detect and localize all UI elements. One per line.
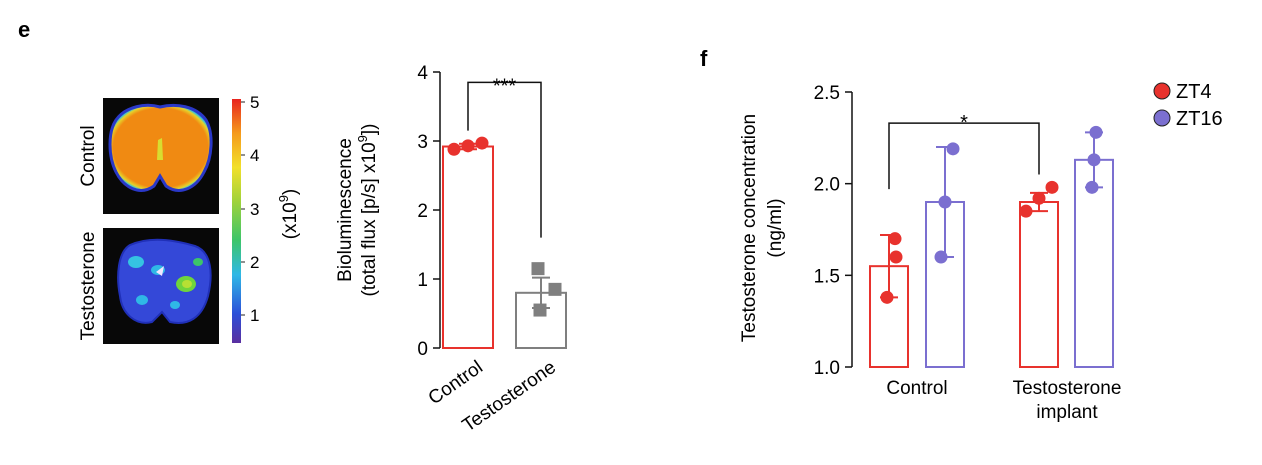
legend-label: ZT16 bbox=[1176, 108, 1223, 130]
y-tick-label: 1.0 bbox=[814, 358, 840, 379]
control-image-label: Control bbox=[78, 125, 99, 186]
data-point bbox=[946, 142, 960, 156]
data-point bbox=[934, 250, 948, 264]
testosterone-image-label: Testosterone bbox=[78, 232, 99, 341]
y-tick-label: 2.0 bbox=[814, 175, 840, 196]
colorbar-tick-4: 4 bbox=[250, 146, 259, 165]
colorbar-tick-2: 2 bbox=[250, 253, 259, 272]
data-point bbox=[889, 250, 903, 264]
y-tick-label: 2.5 bbox=[814, 83, 840, 104]
data-point bbox=[888, 232, 902, 246]
y-axis-label-units: (total flux [p/s] x109]) bbox=[355, 123, 380, 296]
significance-star: * bbox=[960, 112, 968, 134]
colorbar-tick-1: 1 bbox=[250, 306, 259, 325]
data-point bbox=[938, 195, 952, 209]
data-point bbox=[447, 142, 461, 156]
data-point bbox=[461, 139, 475, 153]
y-tick-label: 4 bbox=[417, 63, 428, 84]
y-axis-label-units: (ng/ml) bbox=[765, 198, 786, 257]
control-bioluminescence-image bbox=[103, 98, 219, 214]
x-group-label: Control bbox=[886, 378, 947, 399]
bioluminescence-chart: 01234ControlTestosterone***Bioluminescen… bbox=[335, 63, 567, 436]
bar bbox=[1019, 201, 1059, 368]
significance-stars: *** bbox=[493, 75, 517, 97]
significance-bracket bbox=[467, 81, 542, 238]
y-tick-label: 0 bbox=[417, 339, 428, 360]
data-point bbox=[880, 290, 894, 304]
data-point bbox=[531, 262, 545, 276]
data-point bbox=[1085, 180, 1099, 194]
colorbar-unit-label: (x109) bbox=[276, 189, 301, 240]
x-group-label: implant bbox=[1036, 402, 1098, 423]
y-tick-label: 3 bbox=[417, 132, 428, 153]
data-point bbox=[1045, 180, 1059, 194]
y-tick-label: 1.5 bbox=[814, 266, 840, 287]
panel-e-letter: e bbox=[18, 17, 30, 42]
data-point bbox=[533, 303, 547, 317]
colorbar-tick-5: 5 bbox=[250, 93, 259, 112]
testosterone-chart: 1.0 1.5 2.0 2.5 Control Testosterone implant * T… bbox=[739, 81, 1223, 423]
y-axis-label: Bioluminescence bbox=[335, 138, 356, 282]
legend-label: ZT4 bbox=[1176, 81, 1212, 103]
colorbar bbox=[232, 99, 241, 343]
x-group-label: Testosterone bbox=[1013, 378, 1122, 399]
panel-f-letter: f bbox=[700, 46, 708, 71]
testosterone-bioluminescence-image bbox=[103, 228, 219, 344]
x-tick-label: Control bbox=[425, 357, 487, 409]
data-point bbox=[475, 136, 489, 150]
bar bbox=[442, 145, 494, 349]
colorbar-ticks: 5 4 3 2 1 bbox=[241, 93, 259, 325]
legend-marker bbox=[1153, 82, 1171, 100]
y-axis-label: Testosterone concentration bbox=[739, 114, 760, 342]
data-point bbox=[1087, 153, 1101, 167]
y-tick-label: 2 bbox=[417, 201, 428, 222]
legend-marker bbox=[1153, 109, 1171, 127]
y-tick-label: 1 bbox=[417, 270, 428, 291]
significance-bracket bbox=[888, 122, 1040, 190]
data-point bbox=[548, 282, 562, 296]
colorbar-tick-3: 3 bbox=[250, 200, 259, 219]
data-point bbox=[1019, 204, 1033, 218]
data-point bbox=[1089, 125, 1103, 139]
data-point bbox=[1032, 191, 1046, 205]
